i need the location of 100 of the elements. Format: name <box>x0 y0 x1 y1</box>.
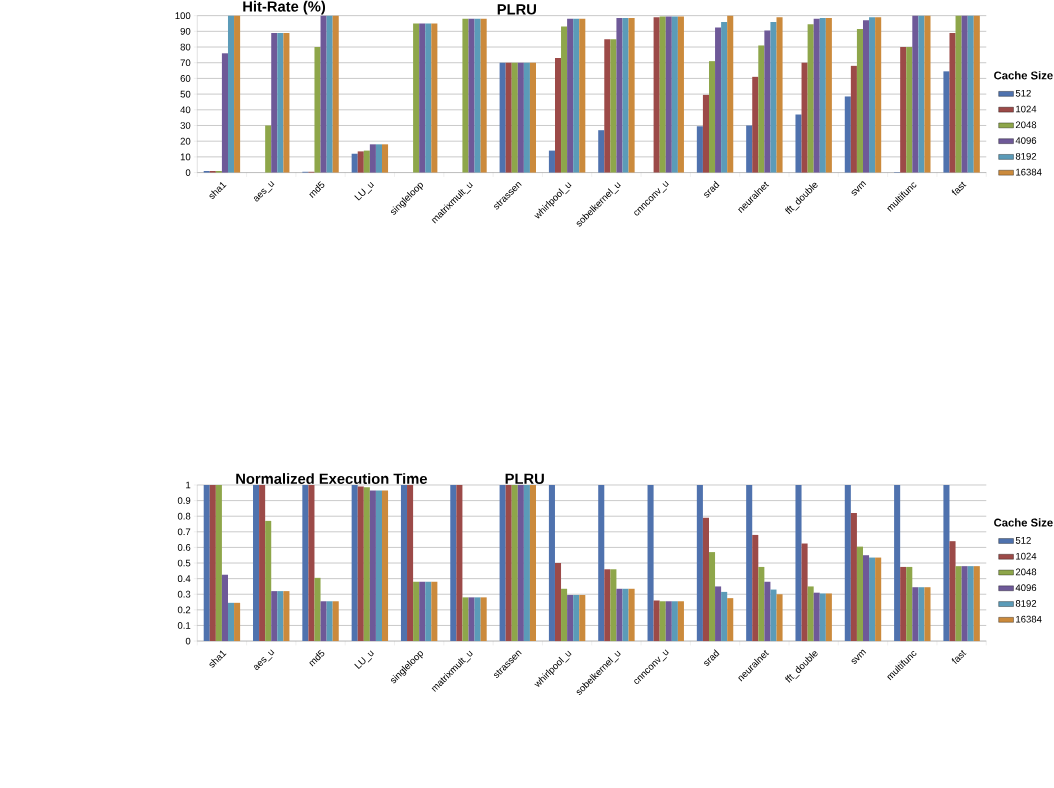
bar <box>579 595 586 642</box>
x-tick-label: fast <box>951 181 967 196</box>
x-tick-label: fast <box>951 650 967 665</box>
bar <box>862 555 870 642</box>
bar <box>227 15 235 173</box>
bar <box>462 597 469 642</box>
bar <box>474 18 481 173</box>
bar <box>413 23 420 173</box>
bar <box>746 125 753 173</box>
bar <box>265 521 272 642</box>
bar <box>653 600 660 642</box>
chart-subtitle: PLRU <box>505 473 544 485</box>
y-tick-label: 0 <box>185 637 191 645</box>
bar <box>721 22 728 173</box>
bar <box>801 62 808 173</box>
y-tick-label: 20 <box>180 137 191 145</box>
bar <box>561 26 568 173</box>
bar <box>598 130 605 173</box>
bar <box>973 15 980 173</box>
y-tick-label: 90 <box>180 28 191 35</box>
bar <box>567 595 574 642</box>
bar <box>413 581 420 642</box>
bar <box>369 490 376 642</box>
bar <box>431 23 438 173</box>
bar <box>400 485 408 642</box>
bar <box>924 15 931 173</box>
y-tick-label: 0.8 <box>177 512 191 520</box>
legend-label: 1024 <box>1016 552 1037 560</box>
y-tick-label: 0.4 <box>177 575 191 583</box>
bar <box>425 23 432 173</box>
bar <box>363 150 370 173</box>
bar <box>499 485 506 642</box>
bar <box>776 594 783 642</box>
bar <box>450 485 457 642</box>
bar <box>696 485 703 642</box>
legend-label: 512 <box>1015 90 1031 97</box>
bar <box>480 597 487 642</box>
bar <box>770 22 777 173</box>
bar <box>283 591 290 642</box>
bar <box>696 126 703 173</box>
bar <box>825 18 832 173</box>
bar <box>277 591 284 642</box>
bar <box>795 485 802 642</box>
bar <box>943 485 950 642</box>
bar <box>622 18 629 173</box>
bar <box>869 17 876 173</box>
bar <box>906 47 913 173</box>
bar <box>381 490 389 642</box>
bar <box>869 557 876 642</box>
bar <box>253 485 260 642</box>
bar <box>332 15 339 173</box>
bar <box>468 597 475 642</box>
y-tick-label: 10 <box>180 153 191 161</box>
legend-label: 2048 <box>1015 121 1037 129</box>
bar <box>314 47 321 173</box>
y-tick-label: 0.9 <box>177 497 191 505</box>
bar <box>468 18 475 173</box>
y-tick-label: 30 <box>180 122 191 129</box>
bar <box>511 485 518 642</box>
bar <box>234 15 241 173</box>
bar <box>708 61 716 173</box>
y-tick-label: 0 <box>185 169 191 177</box>
bar <box>425 581 432 642</box>
bar <box>894 485 901 642</box>
bar <box>203 485 210 642</box>
bar <box>363 487 370 642</box>
bar <box>221 574 228 642</box>
bar <box>604 569 611 642</box>
bar <box>912 587 919 642</box>
bar <box>573 18 580 173</box>
bar <box>616 18 623 173</box>
bar <box>961 566 968 642</box>
y-tick-label: 40 <box>180 106 191 114</box>
bar <box>752 535 759 642</box>
bar <box>326 15 333 173</box>
bar <box>727 598 734 642</box>
bar <box>332 601 339 642</box>
bar <box>918 587 925 642</box>
bar <box>825 593 832 642</box>
y-tick-label: 0.7 <box>177 528 191 536</box>
legend-label: 2048 <box>1015 568 1037 576</box>
bar <box>715 586 722 642</box>
bar <box>554 563 562 642</box>
legend-title: Cache Size <box>994 71 1053 80</box>
bar <box>764 581 771 642</box>
legend-label: 8192 <box>1015 600 1037 607</box>
bar <box>924 587 931 642</box>
chart-title: Hit-Rate (%) <box>243 0 326 15</box>
bar <box>850 513 857 642</box>
bar <box>949 33 956 173</box>
bar <box>900 47 907 173</box>
bar <box>677 16 684 173</box>
legend-label: 8192 <box>1015 153 1037 160</box>
bar <box>548 150 555 173</box>
bar <box>431 581 438 642</box>
bar <box>573 595 580 642</box>
x-tick-label: svm <box>851 649 867 665</box>
bar <box>770 589 777 642</box>
bar <box>517 485 524 642</box>
bar <box>906 567 913 642</box>
